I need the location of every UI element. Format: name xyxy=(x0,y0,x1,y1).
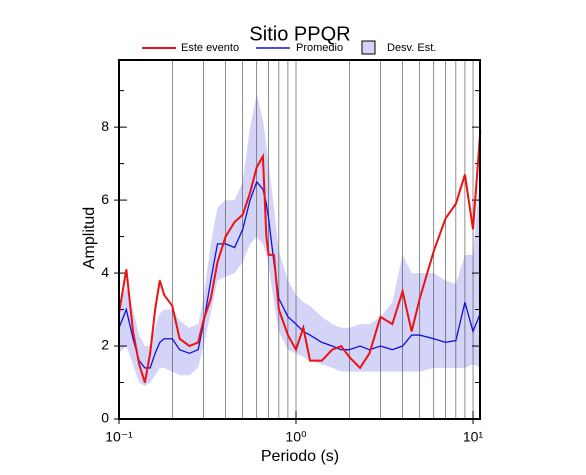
std-band xyxy=(119,94,481,387)
series-line xyxy=(118,180,481,369)
legend-swatch xyxy=(361,40,376,55)
plot-frame xyxy=(118,59,481,420)
legend-label: Desv. Est. xyxy=(387,42,436,54)
x-axis-label: Periodo (s) xyxy=(261,448,339,465)
y-tick-label: 6 xyxy=(101,191,109,207)
x-tick-label: 10⁰ xyxy=(285,429,307,445)
y-tick-label: 2 xyxy=(101,337,109,353)
x-tick-label: 10¹ xyxy=(463,429,484,445)
chart-title: Sitio PPQR xyxy=(249,23,350,45)
y-tick-label: 4 xyxy=(101,264,109,280)
series-line xyxy=(118,130,482,383)
legend-label: Este evento xyxy=(181,42,239,54)
y-axis-label: Amplitud xyxy=(81,207,98,269)
x-tick-label: 10⁻¹ xyxy=(105,429,133,445)
y-tick-label: 8 xyxy=(101,118,109,134)
legend-label: Promedio xyxy=(296,42,343,54)
y-tick-label: 0 xyxy=(101,410,109,426)
